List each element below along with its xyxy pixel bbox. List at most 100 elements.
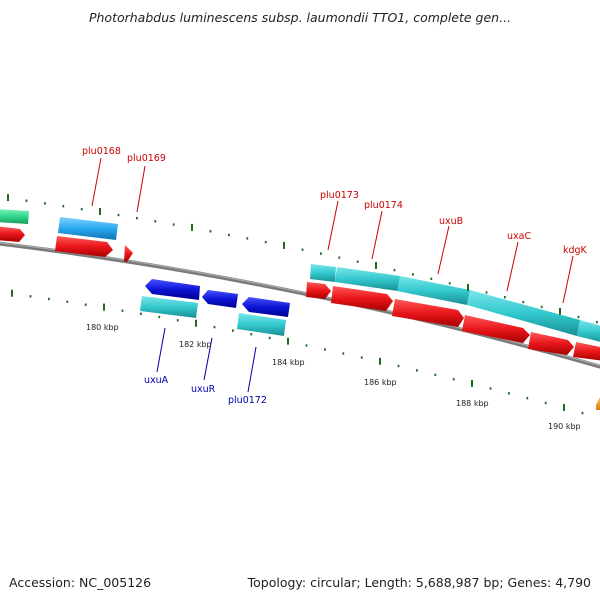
gene-kdgK[interactable]	[577, 320, 600, 343]
label-plu0173[interactable]: plu0173	[320, 190, 359, 201]
outer-tick-17	[320, 252, 322, 255]
cds-right-edge[interactable]	[573, 342, 600, 361]
leader-plu0168	[91, 157, 102, 207]
outer-tick-24	[448, 282, 451, 285]
label-uxaC[interactable]: uxaC	[507, 231, 531, 242]
cds-uxuA[interactable]	[145, 279, 200, 300]
scale-ticks	[7, 194, 598, 415]
forward-leaders	[91, 157, 574, 304]
inner-tick-5	[103, 303, 105, 311]
forward-features	[0, 209, 600, 361]
label-kdgK[interactable]: kdgK	[563, 245, 588, 256]
inner-tick-4	[84, 303, 87, 306]
leader-uxuR	[203, 337, 213, 381]
cds-plu0173[interactable]	[306, 282, 331, 299]
outer-tick-31	[577, 315, 580, 319]
inner-tick-17	[324, 348, 326, 351]
outer-tick-25	[467, 283, 469, 291]
label-uxuR[interactable]: uxuR	[191, 384, 216, 395]
outer-tick-11	[209, 230, 212, 233]
gene-uxuB[interactable]	[397, 276, 470, 305]
reverse-labels: uxuA uxuR plu0172	[144, 375, 267, 406]
cds-plu0168[interactable]	[55, 236, 113, 257]
leader-plu0172	[247, 346, 257, 393]
accession-label: Accession: NC_005126	[9, 575, 152, 590]
reverse-features	[140, 279, 290, 336]
gene-plu0168[interactable]	[58, 217, 118, 240]
feature-orange[interactable]	[596, 397, 600, 410]
label-uxuB[interactable]: uxuB	[439, 216, 463, 227]
inner-tick-10	[195, 319, 197, 327]
scale-label-190kbp: 190 kbp	[548, 422, 581, 431]
scale-label-186kbp: 186 kbp	[364, 378, 397, 387]
outer-tick-20	[375, 261, 377, 269]
cds-uxuR[interactable]	[202, 290, 238, 308]
inner-tick-20	[379, 357, 381, 365]
scale-label-180kbp: 180 kbp	[86, 323, 119, 332]
outer-tick-15	[283, 241, 285, 249]
gene-uxaC[interactable]	[467, 290, 580, 336]
inner-tick-0	[11, 289, 13, 297]
scale-label-184kbp: 184 kbp	[272, 358, 305, 367]
topology-label: Topology: circular; Length: 5,688,987 bp…	[247, 575, 591, 590]
feature-red-left[interactable]	[0, 226, 25, 242]
outer-tick-9	[172, 223, 175, 226]
inner-tick-2	[48, 297, 50, 301]
label-plu0169[interactable]: plu0169	[127, 153, 166, 164]
scale-label-188kbp: 188 kbp	[456, 399, 489, 408]
inner-tick-31	[581, 411, 584, 415]
inner-tick-13	[250, 333, 253, 336]
scale-label-182kbp: 182 kbp	[179, 340, 212, 349]
outer-tick-2	[44, 202, 46, 205]
outer-tick-29	[540, 305, 543, 309]
outer-tick-18	[338, 256, 341, 259]
outer-tick-16	[301, 248, 304, 251]
cds-plu0172[interactable]	[242, 297, 290, 317]
gene-plu0172[interactable]	[237, 313, 286, 336]
outer-tick-4	[80, 207, 83, 211]
label-plu0168[interactable]: plu0168	[82, 146, 121, 157]
forward-labels: plu0168 plu0169 plu0173 plu0174 uxuB uxa…	[82, 146, 588, 256]
inner-tick-28	[526, 396, 529, 400]
leader-kdgK	[562, 255, 574, 304]
outer-tick-14	[264, 240, 267, 244]
label-plu0172[interactable]: plu0172	[228, 395, 267, 406]
reverse-leaders	[156, 327, 257, 393]
inner-tick-9	[176, 319, 179, 322]
gene-uxuA[interactable]	[140, 296, 198, 318]
gene-plu0173[interactable]	[310, 264, 336, 282]
inner-tick-15	[287, 337, 289, 345]
inner-tick-24	[452, 378, 455, 381]
inner-tick-3	[66, 300, 69, 303]
outer-tick-8	[154, 220, 157, 223]
outer-tick-23	[430, 277, 433, 280]
leader-plu0174	[371, 210, 383, 260]
gene-plu0174[interactable]	[335, 267, 400, 291]
outer-tick-13	[246, 237, 249, 240]
cds-uxuB[interactable]	[392, 299, 464, 327]
cds-plu0169[interactable]	[124, 245, 133, 262]
label-plu0174[interactable]: plu0174	[364, 200, 403, 211]
outer-tick-19	[356, 260, 359, 263]
leader-plu0169	[136, 165, 146, 213]
cds-uxaC[interactable]	[462, 315, 530, 343]
map-title: Photorhabdus luminescens subsp. laumondi…	[88, 10, 512, 25]
outer-tick-28	[522, 300, 525, 304]
cds-kdgK[interactable]	[528, 332, 574, 355]
genome-backbone	[0, 241, 600, 369]
label-uxuA[interactable]: uxuA	[144, 375, 169, 386]
outer-tick-22	[412, 273, 414, 276]
leader-uxuA	[156, 327, 166, 373]
inner-tick-12	[232, 329, 234, 332]
inner-tick-6	[121, 309, 124, 312]
inner-tick-1	[29, 295, 32, 298]
inner-tick-8	[158, 315, 161, 319]
cds-plu0174[interactable]	[331, 286, 393, 311]
inner-tick-19	[360, 356, 363, 359]
outer-tick-7	[136, 216, 138, 220]
outer-tick-0	[7, 194, 9, 202]
inner-tick-7	[140, 312, 142, 315]
feature-green[interactable]	[0, 209, 29, 224]
inner-tick-27	[508, 392, 510, 395]
